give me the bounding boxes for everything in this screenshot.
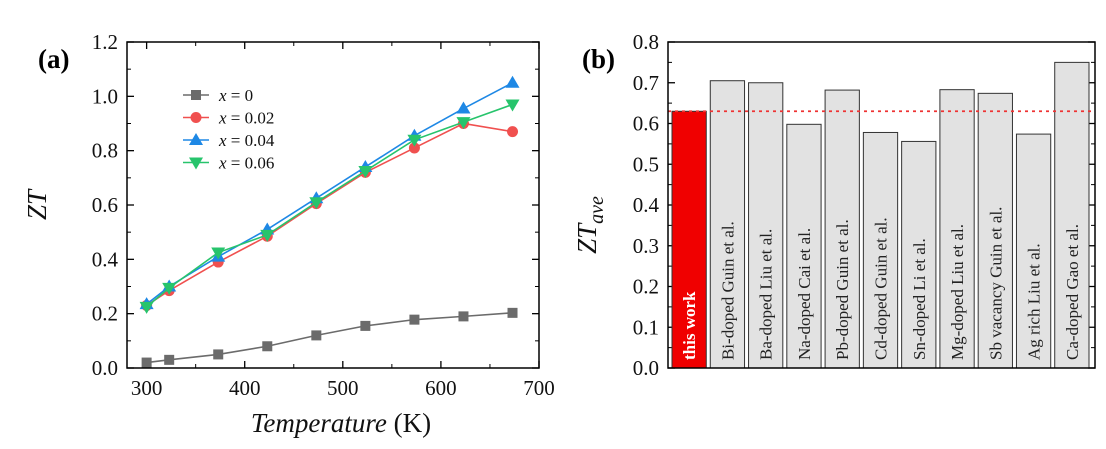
y-tick-label-b: 0.2 [633,275,659,299]
series-3 [139,99,520,314]
x-tick-label-a: 700 [523,376,555,400]
panel-label-b: (b) [582,44,615,74]
data-point [360,320,371,331]
data-point [458,311,469,322]
series-1 [141,118,519,312]
bar-label: Sb vacancy Guin et al. [986,207,1005,360]
legend-a: x = 0 x = 0.02 x = 0.04 x = 0.06 [183,86,275,173]
x-tick-label-a: 500 [327,376,359,400]
data-point [507,307,518,318]
bar-label: Na-doped Cai et al. [795,228,814,360]
legend-entry: x = 0.06 [218,154,274,173]
y-tick-label-b: 0.6 [633,112,659,136]
data-point [139,301,154,314]
panel-label-a: (a) [38,44,69,74]
legend-entry: x = 0.04 [218,131,275,150]
y-tick-label-b: 0.3 [633,234,659,258]
bar [748,82,784,369]
y-tick-label-a: 0.2 [92,302,118,326]
bar-label: Sn-doped Li et al. [910,238,929,360]
y-tick-label-a: 0.4 [92,247,119,271]
data-point [409,314,420,325]
y-tick-label-a: 0.0 [92,356,118,380]
x-tick-label-a: 600 [425,376,457,400]
y-tick-label-a: 1.0 [92,84,118,108]
y-tick-label-b: 0.1 [633,315,659,339]
data-point [309,197,324,210]
legend-marker [189,133,203,145]
y-tick-label-a: 1.2 [92,30,118,54]
bar-label: Ca-doped Gao et al. [1063,224,1082,360]
legend-entry: x = 0.02 [218,109,274,128]
data-point [164,354,175,365]
y-tick-label-a: 0.6 [92,193,118,217]
chart-b: (b) 0.0 0.1 0.2 0.3 0.4 0.5 0.6 0.7 0.8 this work B… [572,30,1096,380]
y-tick-label-b: 0.0 [633,356,659,380]
legend-marker [191,90,201,100]
bar [709,80,746,369]
bar-label: Cd-doped Guin et al. [872,217,891,360]
bar-label: this work [680,291,699,360]
x-tick-label-a: 300 [131,376,163,400]
series-0 [141,307,518,368]
legend-entry: x = 0 [218,86,253,105]
plot-frame-a [126,41,540,369]
bar-label: Ag rich Liu et al. [1025,243,1044,360]
bar-label: Mg-doped Liu et al. [948,224,967,360]
series-line [146,122,513,307]
series-line [146,312,513,364]
x-axis-title-a: Temperature (K) [251,408,431,438]
bar [1054,61,1090,369]
bar [901,140,937,369]
chart-a: (a) 0.0 0.2 0.4 0.6 0.8 1.0 1.2 300 400 500 600 700 x… [22,30,555,438]
data-point [260,229,275,242]
bar [977,92,1013,369]
data-point [507,126,519,138]
bar [671,110,707,369]
bar [862,131,899,369]
data-point [358,166,373,179]
data-point [407,134,422,147]
plot-frame-b [667,41,1096,369]
y-tick-label-a: 0.8 [92,139,118,163]
data-point [162,282,177,295]
data-point [213,349,224,360]
y-tick-label-b: 0.7 [633,71,659,95]
y-tick-label-b: 0.4 [633,193,660,217]
bar-label: Bi-doped Guin et al. [718,221,737,360]
data-point [456,101,471,114]
data-point [311,330,322,341]
y-tick-label-b: 0.5 [633,152,659,176]
data-point [505,75,520,88]
data-point [262,341,273,352]
data-point [456,117,471,130]
y-axis-title-a: ZT [22,188,52,220]
legend-marker [190,112,202,123]
bar [824,89,860,369]
data-point [408,142,420,154]
bar [939,89,975,369]
bar [1015,133,1052,369]
series-line [146,103,513,308]
y-axis-title-b: ZTave [572,196,608,254]
data-point [505,99,520,112]
data-point [141,357,152,368]
x-tick-label-a: 400 [229,376,261,400]
data-point [211,247,226,260]
bar-label: Pb-doped Guin et al. [833,219,852,360]
legend-marker [189,157,203,170]
y-tick-label-b: 0.8 [633,30,659,54]
bar-label: Ba-doped Liu et al. [757,229,776,360]
